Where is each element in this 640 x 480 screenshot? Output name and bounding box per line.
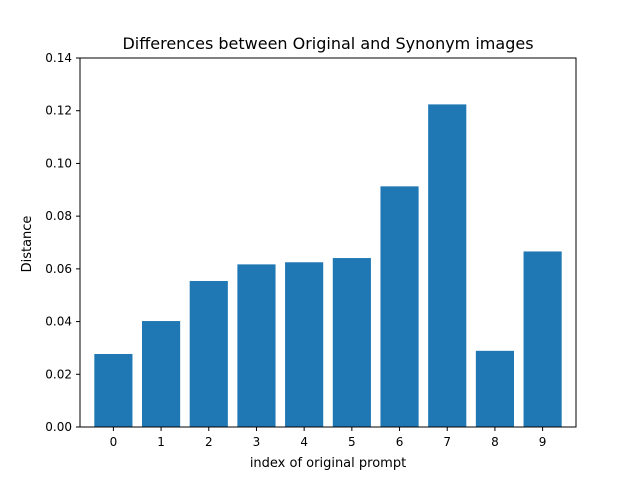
x-tick-label: 3: [253, 435, 261, 449]
y-tick-label: 0.00: [45, 420, 72, 434]
y-tick-label: 0.08: [45, 209, 72, 223]
x-tick-label: 0: [110, 435, 118, 449]
y-tick-label: 0.10: [45, 156, 72, 170]
x-axis-label: index of original prompt: [250, 456, 406, 471]
x-tick-label: 6: [396, 435, 404, 449]
bar-1: [142, 321, 181, 427]
bars-group: [94, 104, 562, 427]
x-tick-label: 4: [300, 435, 308, 449]
x-tick-label: 2: [205, 435, 213, 449]
bar-6: [380, 186, 419, 427]
y-axis-ticks: 0.00 0.02 0.04 0.06 0.08 0.10 0.12 0.14: [45, 51, 80, 434]
bar-0: [94, 353, 133, 427]
plot-area-frame: [79, 57, 577, 428]
bar-5: [332, 258, 371, 427]
bar-3: [237, 264, 276, 427]
y-tick-label: 0.12: [45, 104, 72, 118]
x-tick-label: 7: [443, 435, 451, 449]
y-tick-label: 0.14: [45, 51, 72, 65]
x-axis-ticks: 0 1 2 3 4 5 6 7 8 9: [110, 427, 547, 449]
bar-9: [523, 251, 562, 427]
bar-2: [189, 280, 228, 427]
y-tick-label: 0.06: [45, 262, 72, 276]
x-tick-label: 8: [491, 435, 499, 449]
bar-8: [475, 350, 514, 427]
x-tick-label: 9: [539, 435, 547, 449]
x-tick-label: 1: [157, 435, 165, 449]
y-tick-label: 0.02: [45, 367, 72, 381]
x-tick-label: 5: [348, 435, 356, 449]
bar-7: [428, 104, 467, 427]
bar-4: [285, 262, 324, 427]
y-tick-label: 0.04: [45, 315, 72, 329]
chart-title: Differences between Original and Synonym…: [122, 34, 533, 53]
y-axis-label: Distance: [20, 216, 35, 273]
